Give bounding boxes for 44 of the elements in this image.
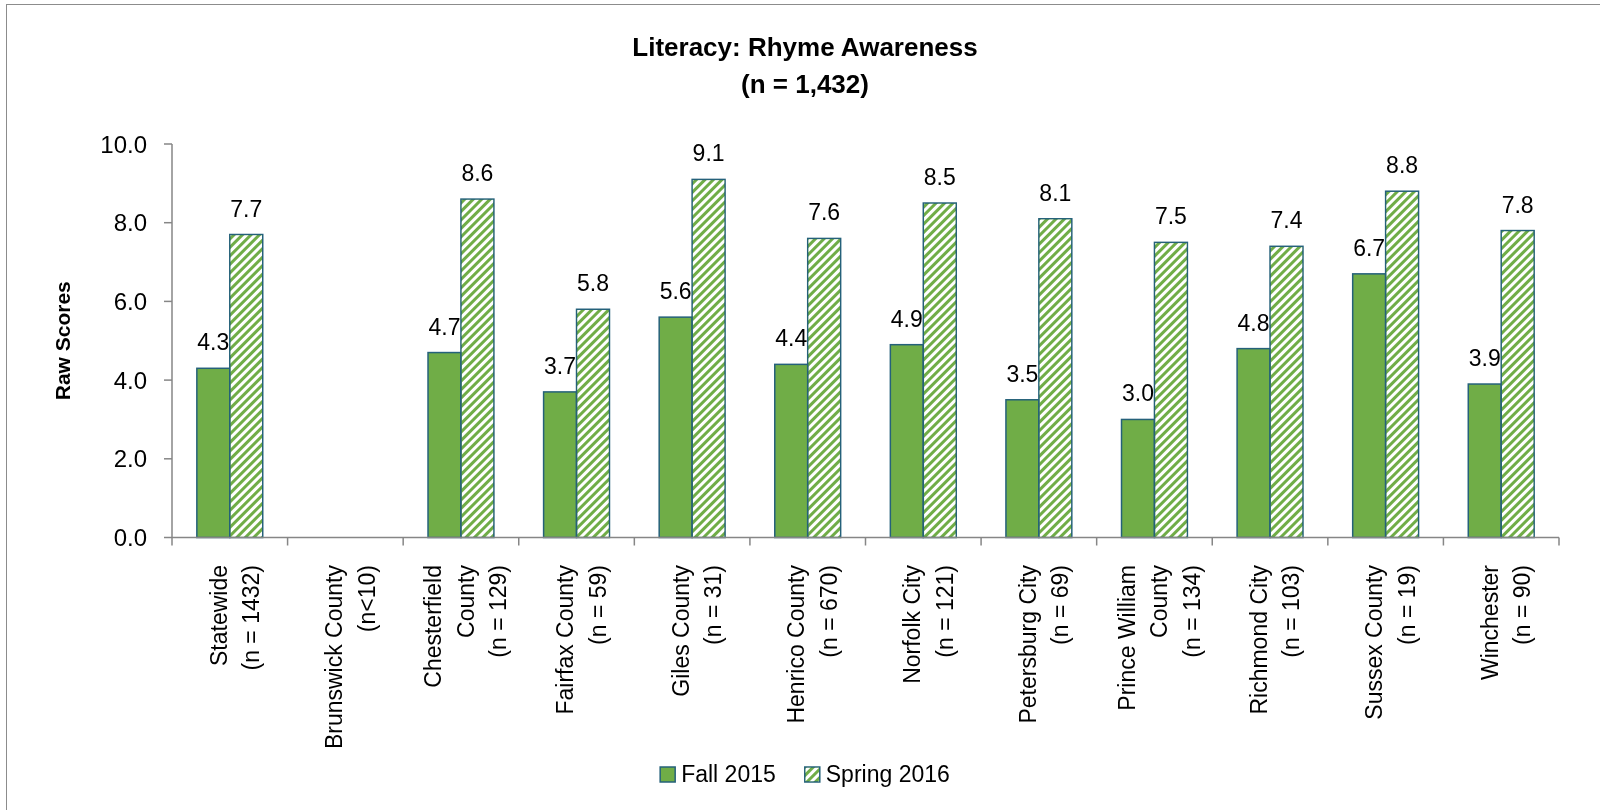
data-label: 4.8 bbox=[1237, 309, 1270, 336]
chart-title: Literacy: Rhyme Awareness (n = 1,432) bbox=[632, 32, 978, 99]
x-tick-label: Richmond City (n = 103) bbox=[1245, 564, 1305, 715]
y-tick-label: 4.0 bbox=[113, 366, 147, 394]
data-label: 4.7 bbox=[428, 313, 461, 340]
data-label: 3.5 bbox=[1006, 360, 1039, 387]
data-label: 7.8 bbox=[1501, 191, 1534, 218]
data-label: 8.1 bbox=[1039, 179, 1072, 206]
data-label: 7.5 bbox=[1154, 203, 1187, 230]
x-tick-label: Fairfax County (n = 59) bbox=[552, 564, 611, 715]
x-tick-label: Brunswick County (n<10) bbox=[321, 564, 380, 750]
data-label: 5.8 bbox=[577, 270, 609, 297]
data-label: 3.7 bbox=[544, 352, 577, 379]
x-tick-label: Prince William County (n = 134) bbox=[1113, 564, 1205, 711]
data-label: 8.5 bbox=[923, 164, 956, 191]
data-label: 9.1 bbox=[692, 140, 725, 167]
data-label: 4.3 bbox=[197, 329, 230, 356]
data-label: 7.7 bbox=[230, 195, 263, 222]
data-label: 7.4 bbox=[1270, 207, 1303, 234]
data-label: 7.6 bbox=[808, 199, 841, 226]
x-tick-label: Sussex County (n = 19) bbox=[1361, 564, 1420, 720]
x-tick-label: Petersburg City (n = 69) bbox=[1014, 564, 1074, 724]
x-tick-label: Statewide (n = 1432) bbox=[205, 565, 265, 671]
y-tick-label: 10.0 bbox=[100, 130, 147, 158]
y-tick-label: 0.0 bbox=[113, 524, 147, 551]
x-tick-label: Chesterfield County (n = 129) bbox=[420, 564, 512, 688]
data-label: 5.6 bbox=[659, 278, 692, 305]
x-tick-label: Winchester (n = 90) bbox=[1476, 564, 1536, 681]
legend-label: Spring 2016 bbox=[825, 761, 950, 787]
y-axis-title: Raw Scores bbox=[50, 281, 74, 401]
y-tick-label: 2.0 bbox=[113, 445, 147, 473]
data-label: 4.4 bbox=[775, 325, 808, 352]
x-tick-label: Giles County (n = 31) bbox=[667, 564, 727, 697]
data-label: 4.9 bbox=[890, 305, 923, 332]
x-tick-label: Henrico County (n = 670) bbox=[783, 564, 842, 724]
data-label: 6.7 bbox=[1353, 234, 1386, 261]
y-tick-label: 6.0 bbox=[113, 287, 147, 315]
y-tick-label: 8.0 bbox=[113, 209, 147, 237]
legend-label: Fall 2015 bbox=[681, 761, 776, 787]
data-label: 8.8 bbox=[1386, 152, 1419, 179]
data-label: 3.0 bbox=[1122, 380, 1154, 407]
x-tick-label: Norfolk City (n = 121) bbox=[899, 564, 958, 684]
data-label: 8.6 bbox=[461, 160, 494, 187]
data-label: 3.9 bbox=[1468, 345, 1501, 372]
